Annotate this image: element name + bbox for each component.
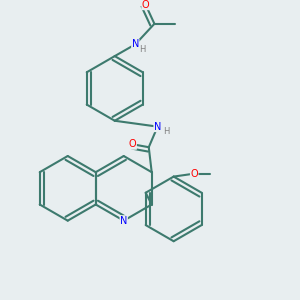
Text: H: H — [140, 45, 146, 54]
Text: O: O — [129, 139, 136, 149]
Text: H: H — [163, 127, 170, 136]
Text: N: N — [132, 39, 139, 50]
Text: N: N — [120, 216, 127, 226]
Text: O: O — [190, 169, 198, 178]
Text: N: N — [154, 122, 161, 132]
Text: O: O — [142, 0, 149, 10]
